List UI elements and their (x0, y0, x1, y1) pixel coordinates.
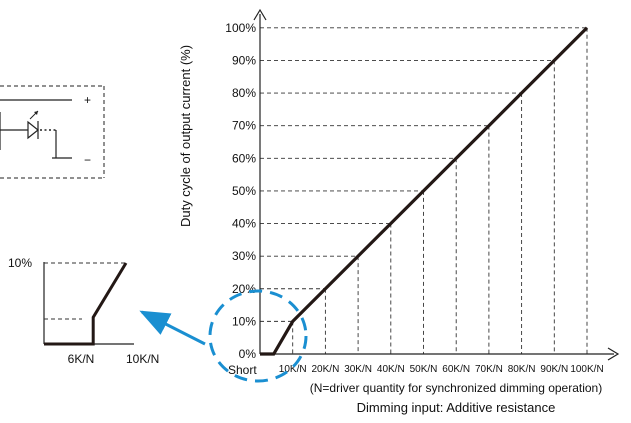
y-tick-label: 100% (225, 21, 256, 35)
diode-icon (27, 120, 39, 140)
x-tick-label: 100K/N (570, 364, 603, 375)
y-tick-label: 10% (232, 314, 256, 328)
circuit-minus-label: − (84, 153, 91, 167)
inset-x-tick-label: 10K/N (126, 352, 159, 366)
series-line (260, 26, 589, 356)
y-tick-labels: 0% 10% 20% 30% 40% 50% 60% 70% 80% 90% 100% (225, 21, 256, 361)
circuit-diagram: + − (0, 85, 105, 179)
inset-chart: 10% 6K/N 10K/N (8, 256, 159, 366)
y-tick-label: 20% (232, 282, 256, 296)
x-tick-label: 20K/N (312, 364, 340, 375)
x-axis-arrow-icon (607, 347, 620, 361)
y-tick-label: 80% (232, 86, 256, 100)
y-tick-label: 50% (232, 184, 256, 198)
highlight-circle (208, 289, 308, 383)
y-tick-label: 40% (232, 217, 256, 231)
x-tick-label: 70K/N (475, 364, 503, 375)
circuit-plus-label: + (84, 93, 91, 107)
x-axis-label: Dimming input: Additive resistance (357, 400, 556, 415)
x-tick-label: 10K/N (279, 364, 307, 375)
inset-y-tick-label: 10% (8, 256, 32, 270)
x-tick-label: Short (228, 363, 257, 377)
y-tick-label: 70% (232, 119, 256, 133)
x-tick-label: 50K/N (410, 364, 438, 375)
x-tick-label: 90K/N (540, 364, 568, 375)
x-tick-label: 60K/N (442, 364, 470, 375)
inset-x-tick-label: 6K/N (68, 352, 95, 366)
y-axis-arrow-icon (253, 8, 267, 21)
x-tick-label: 30K/N (344, 364, 372, 375)
light-arrowhead-icon (34, 111, 38, 115)
x-tick-labels: Short 10K/N 20K/N 30K/N 40K/N 50K/N 60K/N 70K/N… (228, 363, 604, 377)
gridlines (260, 27, 588, 354)
y-tick-label: 90% (232, 53, 256, 67)
y-axis-label: Duty cycle of output current (%) (178, 45, 193, 227)
y-tick-label: 0% (239, 347, 257, 361)
x-tick-label: 80K/N (508, 364, 536, 375)
highlight-arrow-icon (139, 310, 206, 346)
x-tick-label: 40K/N (377, 364, 405, 375)
y-tick-label: 30% (232, 249, 256, 263)
main-chart: 0% 10% 20% 30% 40% 50% 60% 70% 80% 90% 100% Short 1… (178, 8, 620, 415)
inset-series-line (44, 262, 128, 346)
y-tick-label: 60% (232, 151, 256, 165)
x-axis-note: (N=driver quantity for synchronized dimm… (310, 381, 602, 395)
